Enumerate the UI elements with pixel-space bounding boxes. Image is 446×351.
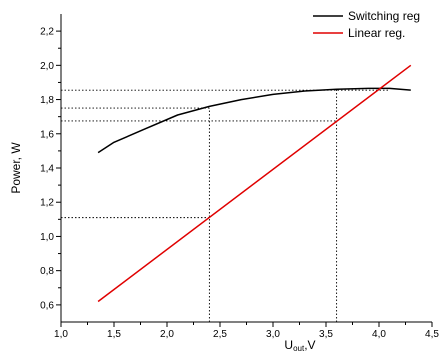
legend-label-linear: Linear reg. [348,26,405,40]
x-axis-label: Uout,V [284,338,315,351]
legend-label-switching: Switching reg [348,9,420,23]
x-axis-label-subscript: out [293,344,305,351]
x-tick-label: 3,5 [319,329,333,340]
y-tick-label: 1,0 [40,232,54,243]
y-tick-label: 2,2 [40,27,54,38]
y-tick-label: 1,6 [40,129,54,140]
y-tick-label: 1,8 [40,95,54,106]
series-lines [97,64,412,303]
series-line-linear [97,64,412,303]
axes [60,14,432,323]
x-tick-label: 3,0 [266,329,280,340]
x-tick-label: 1,0 [54,329,68,340]
legend: Switching reg Linear reg. [313,9,420,40]
x-axis-ticks: 1,0 1,5 2,0 2,5 3,0 3,5 4,0 4,5 [54,322,439,340]
x-axis-label-suffix: ,V [304,338,315,351]
y-axis-ticks: 0,6 0,8 1,0 1,2 1,4 1,6 1,8 2,0 2,2 [40,27,61,311]
y-tick-label: 0,6 [40,300,54,311]
y-tick-label: 2,0 [40,61,54,72]
x-tick-label: 4,5 [425,329,439,340]
x-tick-label: 4,0 [372,329,386,340]
series-line-switching [97,87,411,154]
x-tick-label: 1,5 [107,329,121,340]
y-tick-label: 1,2 [40,198,54,209]
x-tick-label: 2,5 [213,329,227,340]
y-axis-label: Power, W [9,142,23,194]
y-tick-label: 1,4 [40,164,54,175]
y-tick-label: 0,8 [40,266,54,277]
x-tick-label: 2,0 [160,329,174,340]
x-axis-label-main: U [284,338,293,351]
